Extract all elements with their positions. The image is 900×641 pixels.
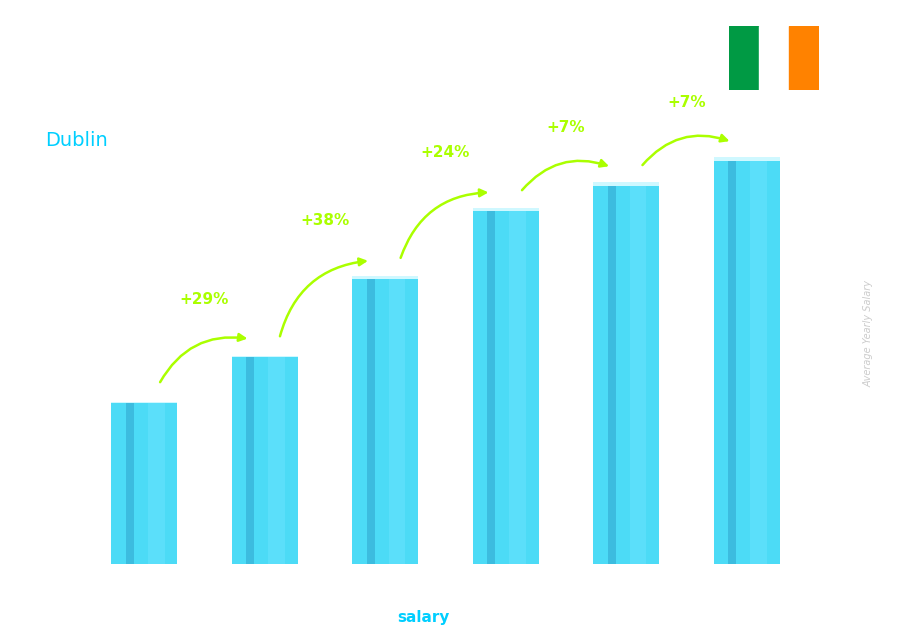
Text: 68,900 EUR: 68,900 EUR [512, 179, 580, 192]
Bar [247, 358, 254, 564]
Bar [112, 402, 177, 564]
Text: 31,400 EUR: 31,400 EUR [62, 349, 131, 362]
Text: 78,700 EUR: 78,700 EUR [756, 134, 825, 147]
Text: +24%: +24% [421, 145, 470, 160]
FancyArrowPatch shape [522, 160, 607, 190]
Bar [126, 403, 134, 564]
Text: salary: salary [398, 610, 450, 625]
Bar [472, 211, 539, 564]
Bar [231, 356, 298, 564]
Bar [112, 403, 177, 564]
Text: +38%: +38% [301, 213, 349, 228]
FancyArrowPatch shape [400, 190, 486, 258]
Bar [608, 186, 616, 564]
Bar [728, 160, 736, 564]
Bar [729, 26, 759, 90]
Bar [268, 358, 285, 564]
Bar [593, 182, 660, 564]
Text: +7%: +7% [546, 120, 585, 135]
Bar [509, 211, 526, 564]
Text: Sales Executive: Sales Executive [45, 93, 198, 112]
Bar [148, 403, 165, 564]
FancyArrowPatch shape [160, 334, 245, 382]
Bar [714, 157, 779, 564]
Text: explorer.com: explorer.com [450, 610, 561, 625]
Text: Average Yearly Salary: Average Yearly Salary [863, 280, 874, 387]
Bar [366, 279, 374, 564]
Bar [714, 160, 779, 564]
Bar [487, 211, 495, 564]
Bar [789, 26, 819, 90]
Bar [472, 208, 539, 564]
Text: 40,300 EUR: 40,300 EUR [204, 312, 273, 325]
Text: Dublin: Dublin [45, 131, 108, 151]
Bar [352, 276, 419, 564]
Bar [231, 358, 298, 564]
Bar [630, 186, 646, 564]
FancyArrowPatch shape [643, 135, 727, 165]
Bar [759, 26, 789, 90]
Text: 73,800 EUR: 73,800 EUR [552, 154, 620, 167]
Bar [389, 279, 406, 564]
Text: +7%: +7% [667, 95, 706, 110]
Text: +29%: +29% [180, 292, 230, 306]
Bar [751, 160, 767, 564]
Text: Salary Comparison By Experience: Salary Comparison By Experience [45, 45, 571, 73]
Bar [593, 186, 660, 564]
FancyArrowPatch shape [280, 258, 365, 337]
Bar [352, 279, 419, 564]
Text: 55,600 EUR: 55,600 EUR [322, 243, 392, 256]
